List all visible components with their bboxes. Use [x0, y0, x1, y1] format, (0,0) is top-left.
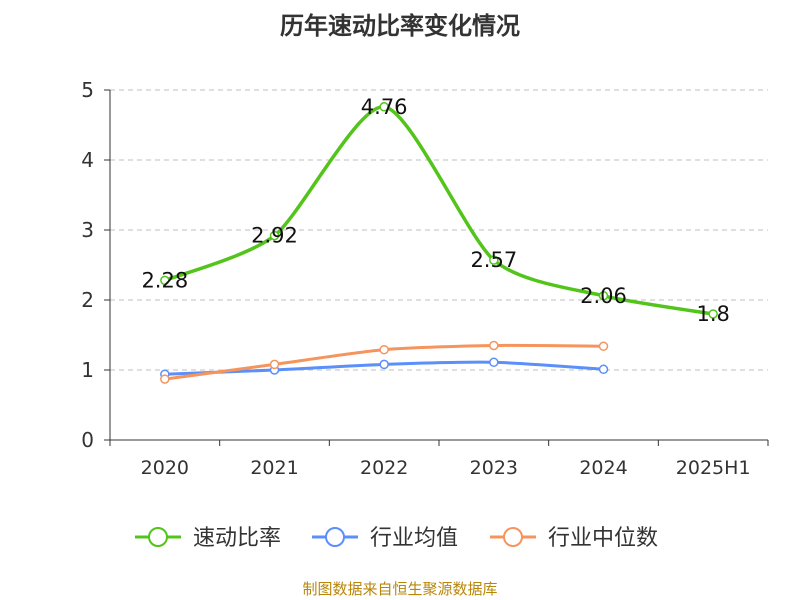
legend-label[interactable]: 速动比率 [193, 526, 281, 551]
x-tick-label: 2024 [579, 457, 627, 479]
data-point[interactable] [489, 255, 499, 265]
x-tick-label: 2022 [360, 457, 408, 479]
data-point[interactable] [708, 309, 718, 319]
y-tick-label: 2 [81, 288, 94, 312]
series-line [164, 105, 714, 316]
data-point[interactable] [379, 359, 389, 370]
data-point[interactable] [160, 275, 170, 286]
y-tick-label: 0 [81, 428, 94, 452]
data-label: 2.57 [470, 248, 517, 272]
data-label: 1.8 [696, 302, 729, 326]
data-point[interactable] [160, 374, 170, 384]
y-tick-label: 3 [81, 218, 94, 242]
data-label: 4.76 [361, 95, 408, 119]
data-point[interactable] [379, 344, 389, 355]
data-label: 2.28 [141, 268, 188, 292]
data-label: 2.06 [580, 284, 627, 308]
data-point[interactable] [598, 291, 609, 301]
data-point[interactable] [269, 359, 280, 370]
x-tick-label: 2023 [470, 457, 518, 479]
data-point[interactable] [598, 341, 609, 351]
y-tick-label: 5 [81, 78, 94, 102]
legend-marker[interactable] [325, 527, 345, 547]
chart-title: 历年速动比率变化情况 [280, 12, 520, 40]
y-tick-label: 1 [81, 358, 94, 382]
x-tick-label: 2020 [141, 457, 189, 479]
data-label: 2.92 [251, 224, 298, 248]
data-point[interactable] [489, 340, 499, 351]
data-point[interactable] [489, 357, 499, 368]
data-point[interactable] [269, 230, 280, 241]
y-tick-label: 4 [81, 148, 94, 172]
x-tick-label: 2025H1 [676, 457, 751, 479]
x-tick-label: 2021 [250, 457, 298, 479]
legend-label[interactable]: 行业中位数 [548, 526, 658, 551]
data-point[interactable] [598, 364, 609, 375]
legend-label[interactable]: 行业均值 [370, 526, 458, 551]
source-note: 制图数据来自恒生聚源数据库 [302, 580, 498, 598]
legend-marker[interactable] [503, 527, 523, 547]
legend-marker[interactable] [148, 527, 168, 547]
data-point[interactable] [379, 102, 389, 112]
